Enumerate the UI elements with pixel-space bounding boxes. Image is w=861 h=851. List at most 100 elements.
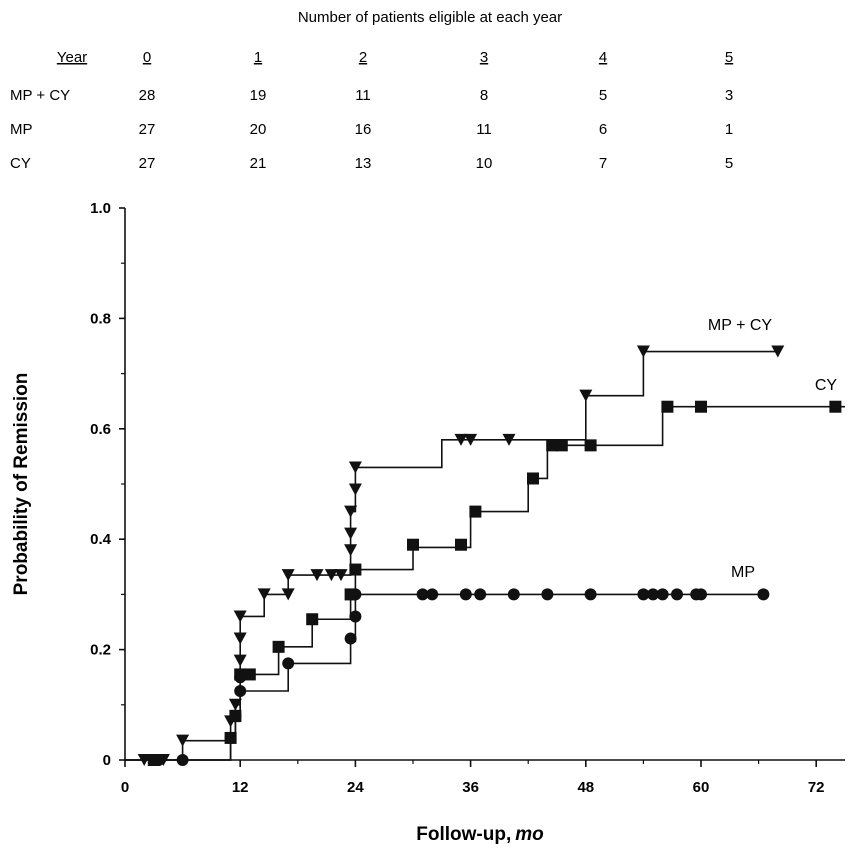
marker-cy <box>469 505 482 518</box>
y-axis-title: Probability of Remission <box>11 373 32 596</box>
marker-mp <box>507 588 520 601</box>
risk-table-header-year: Year <box>57 49 87 66</box>
risk-table: Number of patients eligible at each year… <box>10 9 733 172</box>
marker-mp <box>474 588 487 601</box>
series-layer <box>125 345 845 766</box>
risk-table-year-0: 0 <box>143 49 151 66</box>
risk-table-cell: 21 <box>250 155 267 172</box>
risk-table-cell: 10 <box>476 155 493 172</box>
marker-mp-cy <box>233 610 247 623</box>
risk-table-cell: 11 <box>476 121 492 138</box>
y-tick-label: 0 <box>103 752 111 769</box>
x-axis-title: Follow-up, mo <box>416 824 543 845</box>
marker-cy <box>407 538 419 551</box>
marker-mp-cy <box>579 389 593 402</box>
risk-table-rows: MP + CY 28 19 11 8 5 3 MP 27 20 16 11 6 1 CY 27 21 13 10 7 5 <box>10 87 733 172</box>
marker-mp-cy <box>324 569 338 582</box>
risk-table-year-1: 1 <box>254 49 262 66</box>
marker-mp <box>757 588 770 601</box>
risk-table-cell: 11 <box>355 87 371 104</box>
risk-table-year-4: 4 <box>599 49 607 66</box>
marker-cy <box>695 400 707 413</box>
risk-table-title: Number of patients eligible at each year <box>298 9 562 26</box>
marker-mp-cy <box>334 569 348 582</box>
marker-mp <box>234 685 247 697</box>
marker-mp <box>282 657 295 670</box>
y-tick-label: 0.6 <box>90 421 111 438</box>
marker-mp <box>656 588 669 601</box>
y-tick-label: 0.8 <box>90 310 111 327</box>
x-tick-label: 36 <box>462 779 479 796</box>
risk-table-row-label: CY <box>10 155 31 172</box>
marker-cy <box>349 563 362 576</box>
marker-mp <box>637 588 650 601</box>
marker-cy <box>555 439 568 452</box>
marker-cy <box>661 400 674 413</box>
risk-table-cell: 7 <box>599 155 607 172</box>
marker-mp <box>234 671 247 684</box>
marker-cy <box>306 613 319 626</box>
marker-mp <box>695 588 707 601</box>
marker-mp-cy <box>464 433 478 446</box>
series-label: CY <box>815 377 838 394</box>
risk-table-cell: 5 <box>725 155 733 172</box>
marker-mp-cy <box>348 461 362 474</box>
marker-cy <box>829 400 842 413</box>
x-tick-label: 24 <box>347 779 364 796</box>
risk-table-cell: 27 <box>139 155 156 172</box>
risk-table-cell: 3 <box>725 87 733 104</box>
risk-table-cell: 13 <box>355 155 372 172</box>
marker-mp <box>176 754 189 766</box>
marker-mp-cy <box>344 527 358 540</box>
marker-mp <box>152 754 165 766</box>
marker-mp-cy <box>636 345 650 358</box>
marker-mp <box>459 588 472 601</box>
marker-mp-cy <box>348 483 362 496</box>
marker-mp <box>224 731 237 744</box>
risk-table-year-5: 5 <box>725 49 733 66</box>
marker-mp-cy <box>176 734 190 747</box>
marker-mp-cy <box>310 569 324 582</box>
risk-table-cell: 20 <box>250 121 267 138</box>
plot-area: 0 0.2 0.4 0.6 0.8 1.0 0 12 24 36 48 60 72 MP + CY CY… <box>90 200 845 796</box>
x-tick-label: 48 <box>577 779 594 796</box>
series-line-mp-cy <box>125 350 778 761</box>
risk-table-cell: 27 <box>139 121 156 138</box>
risk-table-row-label: MP <box>10 121 33 138</box>
marker-mp-cy <box>344 505 358 518</box>
risk-table-cell: 1 <box>725 121 733 138</box>
risk-table-cell: 6 <box>599 121 607 138</box>
risk-table-year-3: 3 <box>480 49 488 66</box>
marker-mp-cy <box>454 433 468 446</box>
series-labels: MP + CY CY MP <box>708 317 838 581</box>
marker-mp <box>426 588 439 601</box>
y-tick-label: 0.4 <box>90 531 112 548</box>
marker-mp-cy <box>257 588 271 601</box>
risk-table-cell: 5 <box>599 87 607 104</box>
risk-table-cell: 16 <box>355 121 372 138</box>
series-label: MP <box>731 564 755 581</box>
series-label: MP + CY <box>708 317 773 334</box>
marker-cy <box>243 668 256 681</box>
series-mp <box>125 588 770 766</box>
marker-mp-cy <box>281 588 295 601</box>
series-line-mp <box>125 593 769 761</box>
marker-cy <box>527 472 539 485</box>
marker-mp-cy <box>233 632 247 645</box>
risk-table-cell: 28 <box>139 87 156 104</box>
marker-mp-cy <box>233 654 247 667</box>
marker-mp-cy <box>771 345 785 358</box>
marker-mp <box>647 588 659 601</box>
x-axis-title-text: Follow-up, <box>416 824 511 845</box>
x-tick-label: 60 <box>693 779 710 796</box>
marker-mp <box>349 588 362 601</box>
y-axis-ticks: 0 0.2 0.4 0.6 0.8 1.0 <box>90 200 125 769</box>
marker-mp <box>344 632 357 645</box>
marker-cy <box>584 439 597 452</box>
marker-cy <box>455 538 467 551</box>
risk-table-row-label: MP + CY <box>10 87 70 104</box>
risk-table-year-2: 2 <box>359 49 367 66</box>
marker-mp-cy <box>344 544 358 557</box>
x-axis-ticks: 0 12 24 36 48 60 72 <box>121 760 825 796</box>
marker-mp-cy <box>502 433 516 446</box>
